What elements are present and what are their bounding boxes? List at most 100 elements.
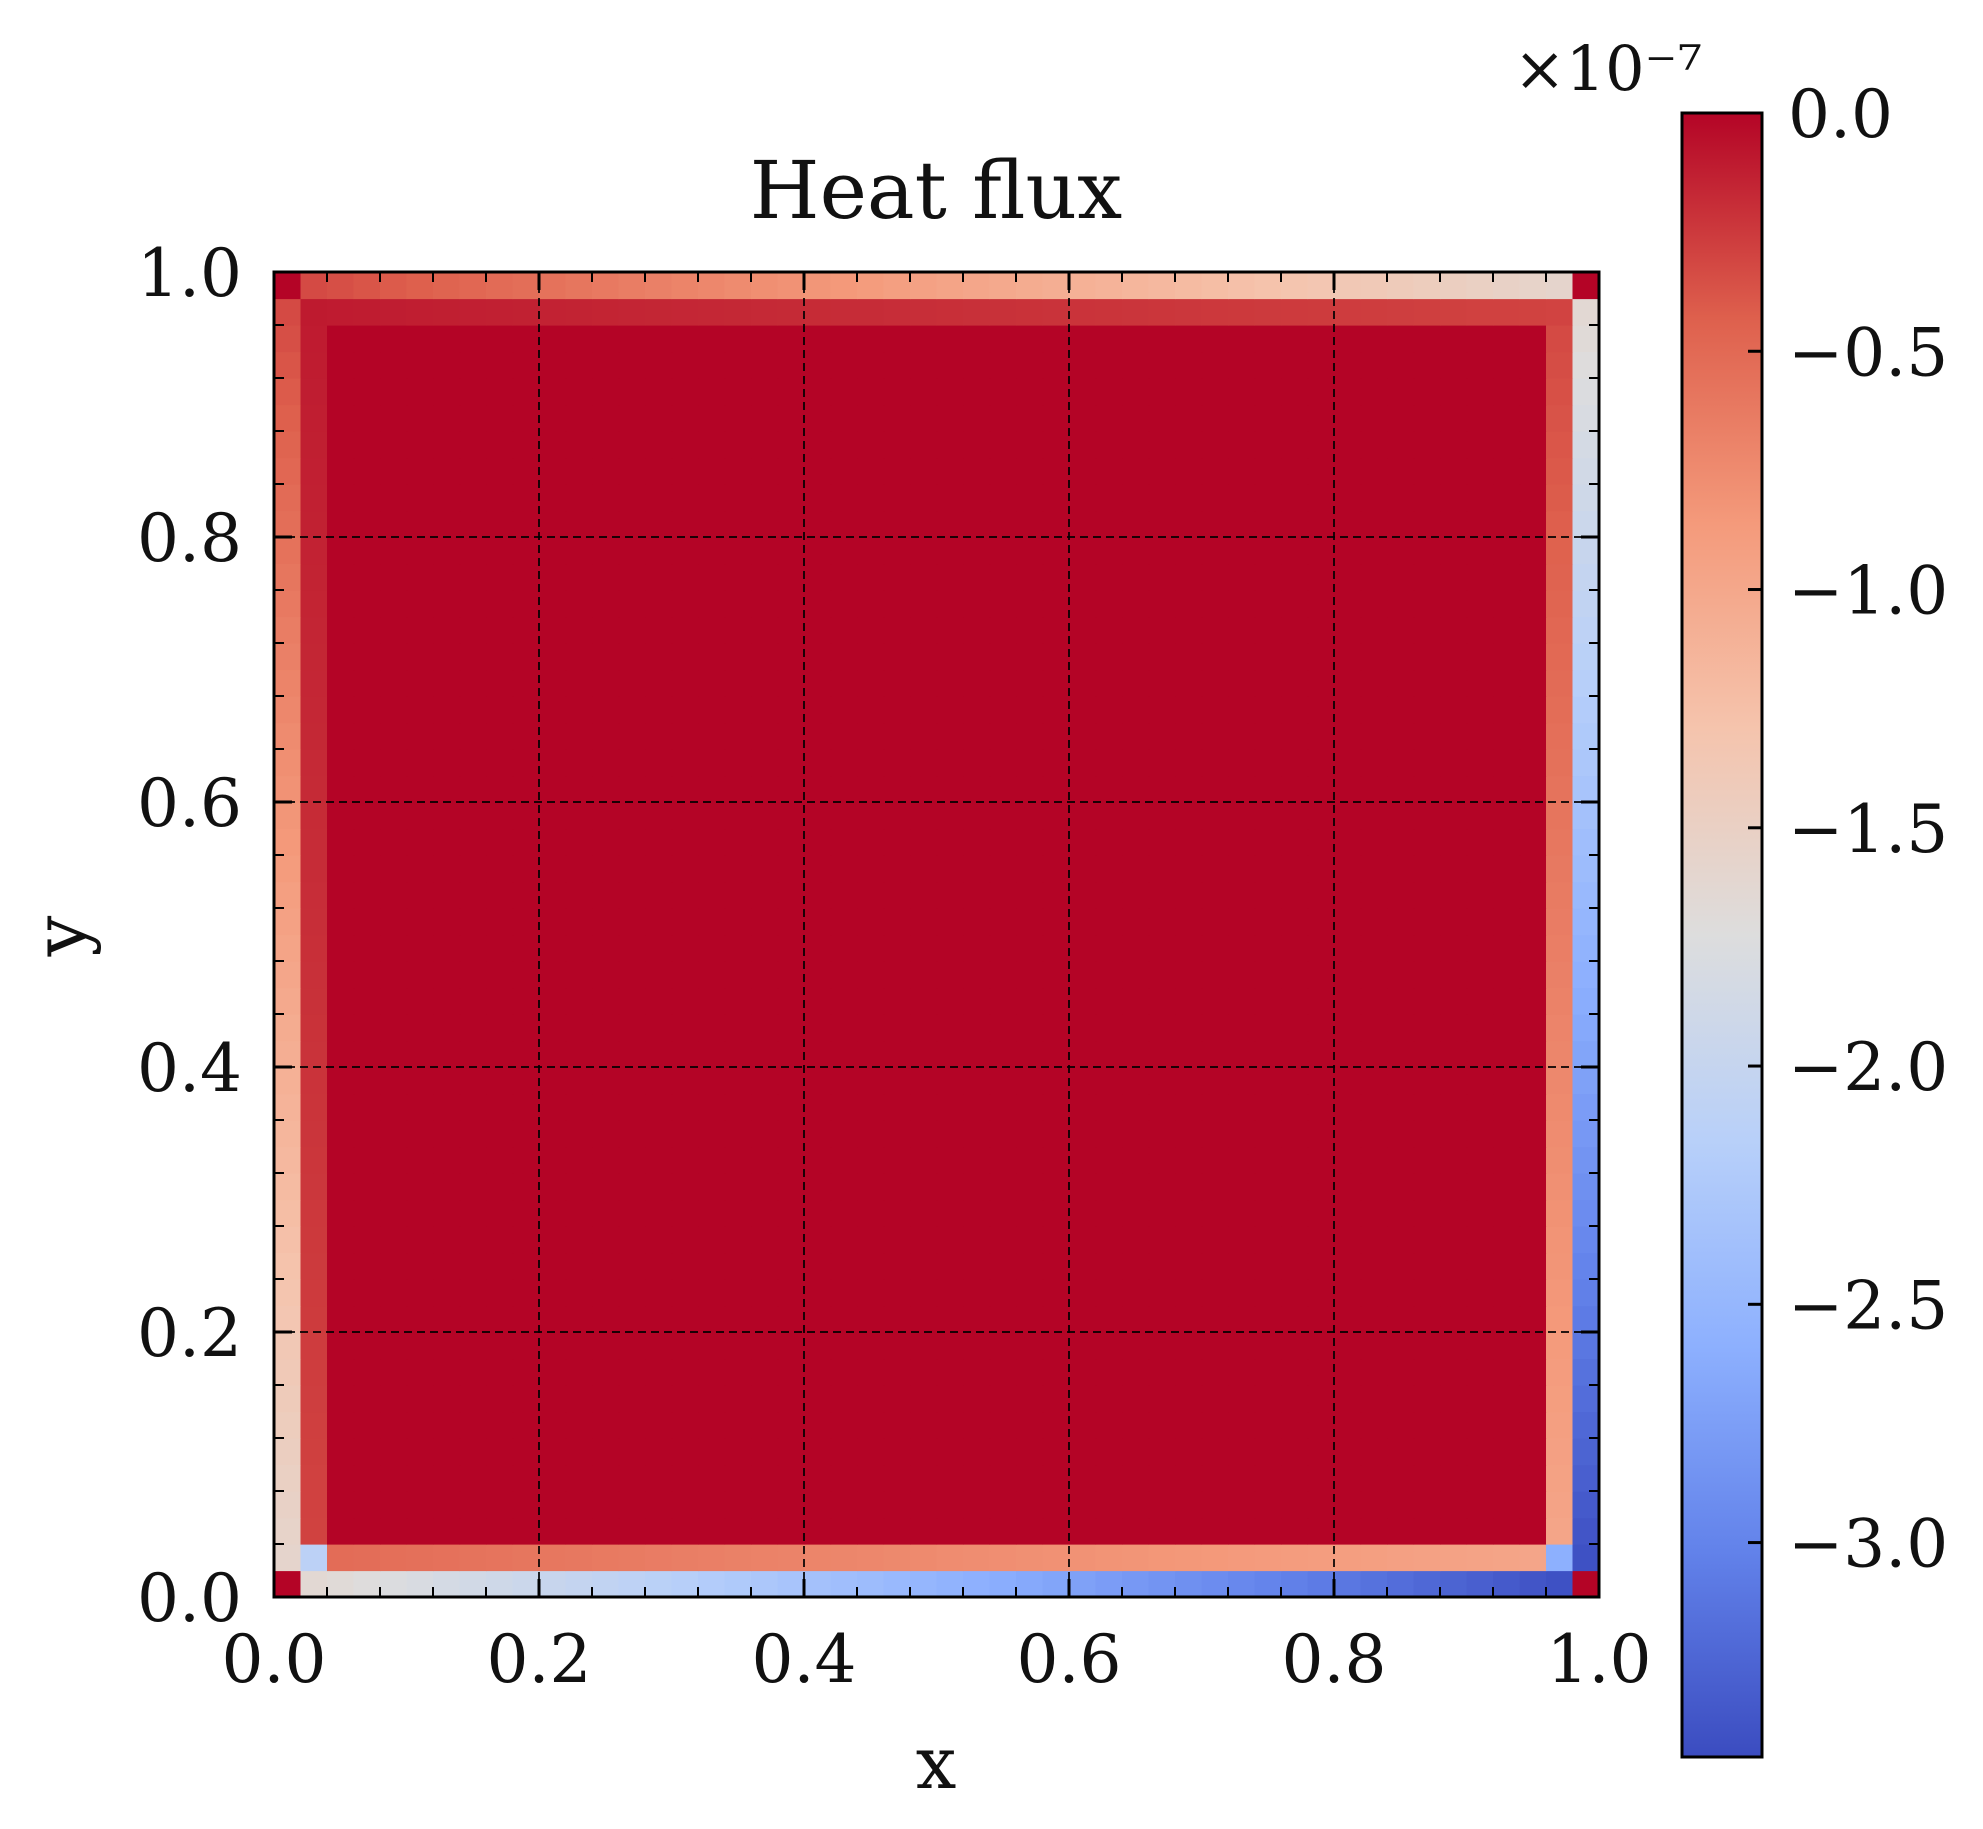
heatmap-cell [565,669,593,697]
heatmap-cell [883,616,911,644]
heatmap-cell [804,404,832,432]
heatmap-cell [645,802,673,830]
heatmap-cell [1201,590,1229,618]
heatmap-cell [724,1199,752,1227]
heatmap-cell [539,1438,567,1466]
heatmap-cell [1042,908,1070,936]
heatmap-cell [1122,431,1150,459]
heatmap-cell [1440,908,1468,936]
heatmap-cell [989,908,1017,936]
heatmap-cell [645,563,673,591]
heatmap-cell [1307,1120,1335,1148]
heatmap-cell [830,1332,858,1360]
heatmap-cell [1069,961,1097,989]
heatmap-cell [963,1358,991,1386]
heatmap-cell [830,961,858,989]
heatmap-cell [592,855,620,883]
heatmap-cell [936,351,964,379]
heatmap-cell [327,1570,355,1598]
heatmap-cell [910,325,938,353]
heatmap-cell [830,1226,858,1254]
heatmap-cell [1572,1279,1600,1307]
heatmap-cell [1334,722,1362,750]
heatmap-cell [698,616,726,644]
heatmap-cell [671,1464,699,1492]
heatmap-cell [1281,1279,1309,1307]
heatmap-cell [963,484,991,512]
heatmap-cell [1546,1491,1574,1519]
heatmap-cell [274,431,302,459]
heatmap-cell [539,457,567,485]
heatmap-cell [830,1093,858,1121]
heatmap-cell [1466,1067,1494,1095]
heatmap-cell [1069,590,1097,618]
heatmap-cell [910,643,938,671]
heatmap-cell [989,775,1017,803]
heatmap-cell [724,404,752,432]
heatmap-cell [1519,351,1547,379]
heatmap-cell [857,1120,885,1148]
heatmap-cell [777,1120,805,1148]
heatmap-cell [1122,669,1150,697]
heatmap-cell [936,908,964,936]
heatmap-cell [989,802,1017,830]
heatmap-cell [1042,749,1070,777]
heatmap-cell [1360,431,1388,459]
heatmap-cell [1175,351,1203,379]
heatmap-cell [883,1252,911,1280]
heatmap-cell [936,1226,964,1254]
heatmap-cell [1148,1305,1176,1333]
heatmap-cell [698,1173,726,1201]
heatmap-cell [1175,1252,1203,1280]
heatmap-cell [671,457,699,485]
heatmap-cell [1069,537,1097,565]
heatmap-cell [1493,1040,1521,1068]
heatmap-cell [1201,457,1229,485]
heatmap-cell [327,616,355,644]
heatmap-cell [539,1544,567,1572]
heatmap-cell [910,722,938,750]
heatmap-cell [1413,1252,1441,1280]
heatmap-cell [1228,431,1256,459]
heatmap-cell [1519,1226,1547,1254]
heatmap-cell [300,351,328,379]
heatmap-cell [459,563,487,591]
heatmap-cell [777,537,805,565]
heatmap-cell [459,908,487,936]
heatmap-cell [1228,1464,1256,1492]
heatmap-cell [592,669,620,697]
heatmap-cell [804,298,832,326]
heatmap-cell [1572,1252,1600,1280]
heatmap-cell [1042,378,1070,406]
heatmap-cell [327,1279,355,1307]
heatmap-cell [1493,457,1521,485]
heatmap-cell [1042,1358,1070,1386]
heatmap-cell [1360,1067,1388,1095]
heatmap-cell [1546,987,1574,1015]
heatmap-cell [565,1173,593,1201]
heatmap-cell [1016,1358,1044,1386]
heatmap-cell [1307,1491,1335,1519]
heatmap-cell [645,325,673,353]
heatmap-cell [459,1358,487,1386]
heatmap-cell [1175,1491,1203,1519]
heatmap-cell [1201,1438,1229,1466]
heatmap-cell [1254,1014,1282,1042]
heatmap-cell [1254,934,1282,962]
heatmap-cell [936,828,964,856]
heatmap-cell [1493,431,1521,459]
heatmap-cell [592,961,620,989]
heatmap-cell [406,696,434,724]
heatmap-cell [486,1014,514,1042]
heatmap-cell [910,802,938,830]
heatmap-cell [1572,616,1600,644]
heatmap-cell [353,1014,381,1042]
heatmap-cell [751,1517,779,1545]
heatmap-cell [645,1332,673,1360]
heatmap-cell [486,298,514,326]
heatmap-cell [1016,1120,1044,1148]
heatmap-cell [1546,1544,1574,1572]
heatmap-cell [777,1226,805,1254]
heatmap-cell [1360,1279,1388,1307]
heatmap-cell [804,616,832,644]
